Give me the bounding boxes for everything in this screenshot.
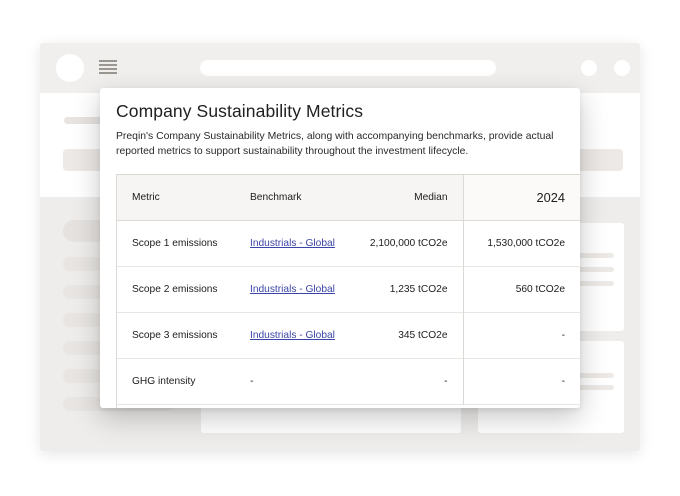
search-input[interactable] (200, 60, 496, 76)
year-value-cell: - (463, 312, 580, 358)
metric-cell: GHG intensity (132, 375, 196, 387)
benchmark-link[interactable]: Industrials - Global (250, 283, 335, 295)
benchmark-cell: - (250, 375, 254, 387)
metric-cell: Scope 1 emissions (132, 237, 218, 249)
app-logo[interactable] (56, 54, 84, 82)
year-value-cell: 560 tCO2e (463, 266, 580, 312)
user-avatar[interactable] (614, 60, 630, 76)
table-row: Scope 1 emissions Industrials - Global 2… (117, 220, 580, 266)
sustainability-metrics-modal: Company Sustainability Metrics Preqin's … (100, 88, 580, 408)
metrics-table: Metric Benchmark Median 2024 Scope 1 emi… (117, 175, 580, 405)
table-row: Scope 2 emissions Industrials - Global 1… (117, 266, 580, 312)
median-cell: 345 tCO2e (345, 312, 464, 358)
column-header-metric[interactable]: Metric (117, 175, 235, 221)
modal-title: Company Sustainability Metrics (116, 101, 364, 121)
top-bar (40, 43, 640, 93)
metric-cell: Scope 3 emissions (132, 329, 218, 341)
median-cell: - (345, 358, 464, 404)
modal-description: Preqin's Company Sustainability Metrics,… (116, 131, 554, 157)
hamburger-menu-icon[interactable] (99, 60, 117, 76)
notifications-button[interactable] (581, 60, 597, 76)
page-title-placeholder (64, 117, 124, 124)
table-header-row: Metric Benchmark Median 2024 (117, 175, 580, 221)
median-cell: 1,235 tCO2e (345, 266, 464, 312)
column-header-median[interactable]: Median (345, 175, 464, 221)
metric-cell: Scope 2 emissions (132, 283, 218, 295)
table-row: Scope 3 emissions Industrials - Global 3… (117, 312, 580, 358)
year-value-cell: 1,530,000 tCO2e (463, 220, 580, 266)
benchmark-link[interactable]: Industrials - Global (250, 237, 335, 249)
median-cell: 2,100,000 tCO2e (345, 220, 464, 266)
year-value-cell: - (463, 358, 580, 404)
column-header-year[interactable]: 2024 (463, 175, 580, 221)
benchmark-link[interactable]: Industrials - Global (250, 329, 335, 341)
table-row: GHG intensity - - - (117, 358, 580, 404)
metrics-table-container: Metric Benchmark Median 2024 Scope 1 emi… (116, 174, 580, 408)
column-header-benchmark[interactable]: Benchmark (235, 175, 345, 221)
